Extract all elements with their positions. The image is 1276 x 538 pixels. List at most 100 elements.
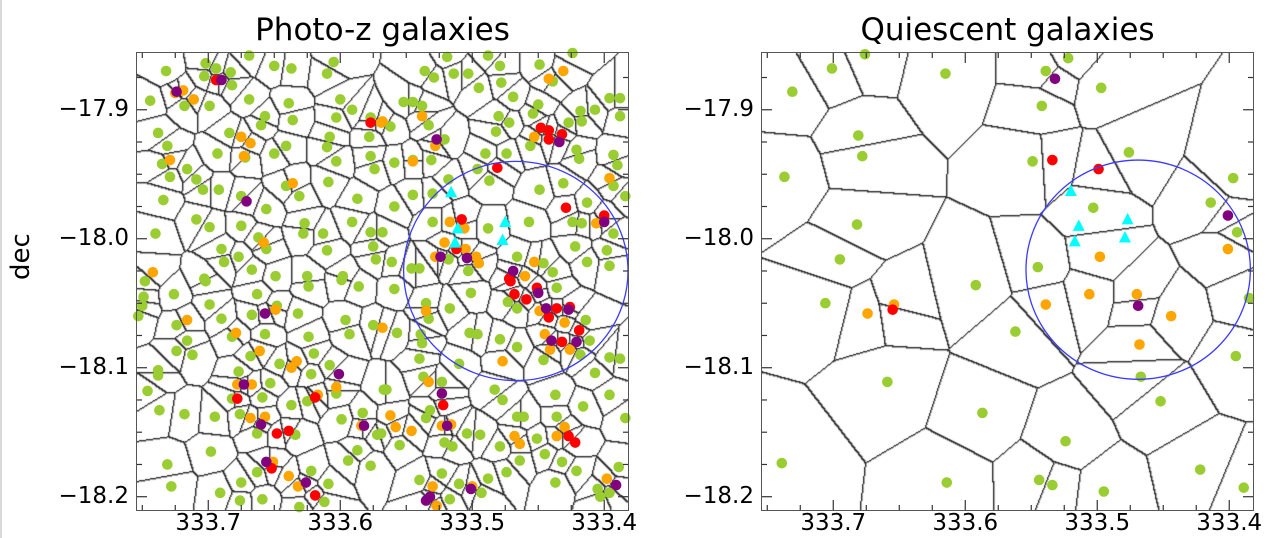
galaxy-point [423, 119, 434, 131]
galaxy-point [369, 163, 380, 175]
galaxy-point [243, 50, 255, 61]
galaxy-point [482, 473, 494, 484]
galaxy-point [246, 379, 258, 390]
galaxy-point [543, 134, 555, 145]
galaxy-point [531, 433, 543, 444]
galaxy-point [820, 297, 831, 309]
galaxy-point [346, 216, 358, 228]
galaxy-point [416, 337, 428, 349]
galaxy-point [437, 399, 449, 411]
galaxy-point [853, 130, 864, 141]
galaxy-point [389, 283, 400, 295]
galaxy-point [494, 441, 506, 452]
galaxy-point [171, 86, 182, 97]
galaxy-point [246, 264, 258, 275]
galaxy-point [280, 140, 292, 152]
galaxy-point [179, 408, 190, 420]
galaxy-point [204, 221, 215, 233]
galaxy-point [136, 300, 148, 312]
galaxy-point [1131, 288, 1143, 300]
galaxy-point [238, 379, 250, 390]
galaxy-point [385, 410, 396, 421]
galaxy-point [444, 493, 456, 505]
galaxy-point [551, 282, 563, 294]
galaxy-point [365, 117, 376, 128]
galaxy-point [331, 381, 342, 393]
galaxy-point [1155, 395, 1166, 407]
galaxy-point [1227, 172, 1239, 184]
chart-title-quiescent: Quiescent galaxies [860, 12, 1155, 48]
galaxy-point [377, 226, 388, 238]
galaxy-point [439, 134, 450, 145]
galaxy-point [1095, 82, 1107, 94]
galaxy-point [554, 136, 565, 148]
galaxy-point [364, 131, 375, 143]
galaxy-point [365, 460, 376, 472]
galaxy-point [238, 150, 250, 162]
galaxy-point [834, 254, 846, 265]
triangle-point [1068, 234, 1081, 247]
galaxy-point [604, 260, 615, 272]
galaxy-point [358, 420, 370, 432]
galaxy-point [303, 331, 314, 343]
galaxy-point [941, 477, 953, 488]
galaxy-point [160, 65, 172, 77]
galaxy-point [181, 163, 193, 175]
galaxy-point [1231, 226, 1243, 238]
galaxy-point [268, 60, 280, 72]
galaxy-point [493, 110, 504, 122]
galaxy-point [558, 65, 569, 77]
galaxy-point [614, 110, 626, 122]
galaxy-point [420, 412, 432, 424]
galaxy-point [1027, 156, 1038, 167]
galaxy-point [620, 190, 631, 202]
galaxy-point [528, 131, 540, 143]
galaxy-point [258, 237, 270, 248]
galaxy-point [1084, 288, 1095, 300]
galaxy-point [523, 216, 535, 228]
galaxy-point [532, 99, 544, 110]
galaxy-point [303, 281, 314, 292]
galaxy-point [286, 63, 297, 74]
galaxy-point [507, 91, 519, 103]
galaxy-point [232, 393, 243, 404]
galaxy-point [456, 214, 467, 225]
galaxy-point [251, 466, 263, 478]
galaxy-point [428, 72, 440, 83]
galaxy-point [1098, 486, 1110, 497]
galaxy-point [1049, 73, 1061, 85]
galaxy-point [575, 105, 586, 117]
galaxy-point [255, 119, 267, 131]
galaxy-point [319, 496, 330, 508]
galaxy-point [543, 312, 555, 323]
galaxy-point [324, 131, 336, 143]
galaxy-point [851, 219, 863, 230]
galaxy-point [540, 303, 552, 314]
galaxy-point [292, 481, 304, 492]
galaxy-point [576, 217, 588, 229]
galaxy-point [461, 428, 473, 439]
galaxy-point [257, 493, 268, 505]
galaxy-point [612, 159, 623, 171]
galaxy-point [472, 328, 483, 340]
y-tick-label: −17.9 [683, 95, 754, 122]
galaxy-point [144, 95, 156, 107]
galaxy-point [152, 127, 164, 139]
galaxy-point [286, 399, 297, 411]
galaxy-point [779, 171, 790, 183]
galaxy-point [419, 65, 431, 77]
galaxy-point [462, 265, 474, 277]
galaxy-point [283, 98, 295, 109]
galaxy-point [1194, 464, 1206, 475]
galaxy-point [270, 270, 281, 282]
galaxy-point [494, 334, 506, 345]
galaxy-point [584, 335, 596, 346]
galaxy-point [164, 171, 176, 183]
galaxy-point [166, 481, 177, 492]
galaxy-point [511, 303, 523, 314]
galaxy-point [444, 216, 456, 228]
galaxy-point [538, 257, 549, 269]
galaxy-point [394, 439, 405, 451]
galaxy-point [301, 395, 313, 407]
galaxy-point [336, 414, 347, 425]
